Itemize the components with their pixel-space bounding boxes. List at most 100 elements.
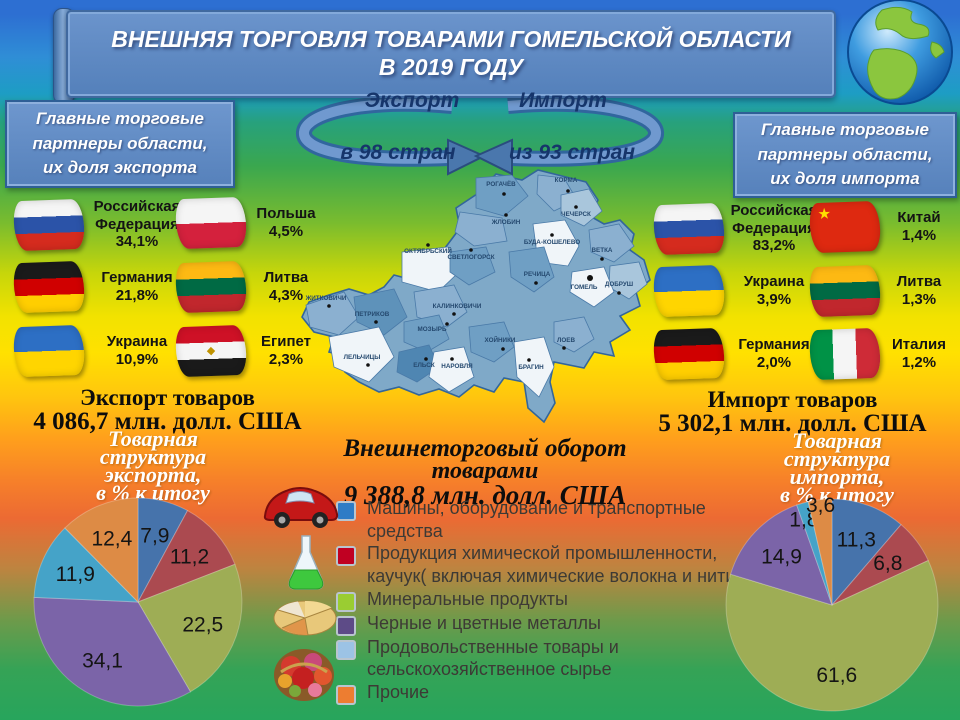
district-label: РОГАЧЁВ: [486, 180, 516, 188]
import-partner-row: Германия 2,0%: [653, 327, 818, 381]
district-label: ЖЛОБИН: [491, 219, 521, 226]
district-dot: [566, 189, 570, 193]
district-shape: [588, 223, 635, 263]
district-dot: [550, 233, 554, 237]
district-label: КАЛИНКОВИЧИ: [433, 303, 482, 310]
district-shape: [396, 344, 440, 383]
legend-swatch-icon: [336, 639, 356, 660]
pie-slice: [796, 501, 833, 606]
export-partner-row: Германия 21,8%: [13, 260, 184, 314]
district-shape: [449, 246, 496, 286]
district-shape: [569, 266, 615, 308]
export-partner-row: Украина 10,9%: [13, 324, 184, 378]
district-label: НАРОВЛЯ: [441, 363, 473, 370]
legend-item: Прочие: [336, 681, 748, 706]
pie-slice-value: 14,9: [761, 546, 802, 569]
district-label: СВЕТЛОГОРСК: [447, 254, 494, 261]
export-total-title: Экспорт товаров: [80, 385, 255, 410]
pie-slice: [64, 497, 139, 604]
trade-flow-arrows: [296, 95, 664, 176]
district-dot: [426, 243, 430, 247]
district-label: БУДА-КОШЕЛЕВО: [524, 239, 580, 246]
import-flow-label: Импорт: [519, 89, 607, 112]
partner-country: Литва: [896, 273, 942, 291]
ukraine-flag-icon: [13, 324, 85, 378]
legend-label: Черные и цветные металлы: [367, 612, 601, 633]
pie-slice-value: 6,8: [873, 552, 902, 575]
lithuania-flag-icon: [175, 260, 247, 314]
partner-country: Российская Федерация: [93, 198, 181, 233]
import-partner-row: Литва 1,3%: [809, 264, 952, 318]
export-structure-pie-chart: 7,911,2 22,5 34,1 11,9 12,4: [33, 497, 243, 707]
china-flag-icon: [809, 200, 881, 254]
partner-country: Германия: [101, 269, 173, 287]
legend-swatch-icon: [336, 591, 356, 612]
egypt-flag-icon: [175, 324, 247, 378]
district-dot: [374, 320, 378, 324]
district-dot: [327, 304, 331, 308]
germany-flag-icon: [653, 327, 725, 381]
district-dot: [452, 312, 456, 316]
legend-label: Продовольственные товары и сельскохозяйс…: [367, 636, 619, 680]
partner-country: Украина: [106, 333, 168, 351]
export-countries-count: в 98 стран: [340, 141, 456, 164]
import-partners-box: Главные торговые партнеры области, их до…: [733, 112, 957, 198]
caption-line: структура: [99, 444, 207, 470]
district-shape: [560, 188, 603, 227]
pie-slice-value: 3,6: [806, 494, 835, 517]
turnover-line: товарами: [431, 457, 539, 484]
partner-share: 4,3%: [268, 287, 304, 304]
district-shape: [428, 346, 475, 393]
district-dot: [501, 347, 505, 351]
pie-slice: [33, 527, 140, 603]
district-shape: [553, 316, 595, 353]
caption-line: Товарная: [792, 428, 882, 453]
partner-share: 2,3%: [268, 351, 304, 368]
pie-slice-value: 11,2: [170, 546, 209, 569]
page-subtitle: В 2019 ГОДУ: [378, 54, 524, 81]
legend-swatch-icon: [336, 615, 356, 636]
district-shape: [454, 211, 508, 247]
legend-swatch-icon: [336, 546, 356, 567]
partner-share: 10,9%: [115, 351, 159, 368]
pie-slice-value: 34,1: [82, 650, 123, 673]
export-arrowhead-icon: [447, 138, 487, 176]
flask-icon: [288, 535, 324, 590]
district-label: ЖИТКОВИЧИ: [305, 295, 347, 302]
partner-country: Китай: [897, 209, 941, 227]
import-structure-caption: Товарная структура импорта, в % к итогу: [702, 428, 960, 505]
pie-slice-value: 22,5: [182, 614, 223, 637]
import-partner-row: Украина 3,9%: [653, 264, 818, 318]
district-shape: [468, 321, 515, 363]
gomel-region-map: РОГАЧЁВ КОРМА ЖЛОБИН ЧЕЧЕРСК БУДА-КОШЕЛЕВО ОК…: [301, 169, 651, 424]
russia-flag-icon: [13, 198, 85, 251]
commodity-legend: Машины, оборудование и транспортные сред…: [336, 497, 748, 706]
page-title: ВНЕШНЯЯ ТОРГОВЛЯ ТОВАРАМИ ГОМЕЛЬСКОЙ ОБЛ…: [111, 25, 791, 52]
district-label: ХОЙНИКИ: [485, 335, 516, 344]
district-shape: [508, 246, 555, 293]
district-shape: [305, 291, 360, 336]
district-label: ЕЛЬСК: [413, 362, 435, 369]
italy-flag-icon: [809, 327, 881, 381]
lithuania-flag-icon: [809, 264, 881, 318]
district-shape: [328, 326, 395, 383]
pie-slice: [725, 559, 939, 712]
pie-slice: [136, 509, 236, 603]
partner-share: 83,2%: [752, 237, 796, 255]
district-label: ЛЕЛЬЧИЦЫ: [344, 354, 381, 361]
partner-country: Литва: [263, 269, 309, 287]
district-label: ДОБРУШ: [605, 281, 633, 288]
export-partner-row: Российская Федерация 34,1%: [13, 198, 184, 251]
export-partners-box-line: их доля экспорта: [43, 158, 197, 178]
partner-country: Италия: [892, 336, 946, 354]
district-dot: [366, 363, 370, 367]
district-dot: [617, 291, 621, 295]
district-dot: [534, 281, 538, 285]
pie-slice-value: 11,3: [837, 528, 876, 551]
germany-flag-icon: [13, 260, 85, 314]
caption-line: в % к итогу: [96, 480, 210, 506]
district-dot: [574, 205, 578, 209]
legend-item: Черные и цветные металлы: [336, 612, 748, 636]
export-partners-box: Главные торговые партнеры области, их до…: [5, 100, 235, 188]
import-partner-row: Китай 1,4%: [809, 200, 952, 254]
